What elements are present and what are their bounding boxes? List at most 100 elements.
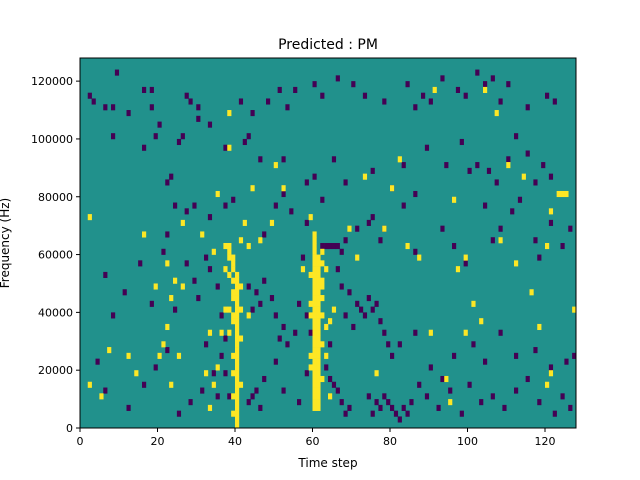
heatmap-cell-low [463, 92, 468, 99]
heatmap-cell-high [231, 370, 236, 377]
heatmap-cell-low [382, 393, 387, 400]
heatmap-cell-high [506, 162, 511, 169]
heatmap-cell-low [483, 202, 488, 209]
heatmap-cell-high [235, 410, 240, 417]
heatmap-cell-low [223, 370, 228, 377]
heatmap-cell-low [386, 341, 391, 348]
heatmap-cell-low [246, 283, 251, 290]
heatmap-cell-low [428, 364, 433, 371]
x-axis-label: Time step [297, 456, 357, 470]
heatmap-cell-low [149, 300, 154, 307]
heatmap-cell-high [235, 358, 240, 365]
y-tick-label: 120000 [31, 75, 73, 88]
heatmap-cell-high [312, 341, 317, 348]
heatmap-cell-high [235, 271, 240, 278]
heatmap-cell-low [405, 410, 410, 417]
heatmap-cell-high [227, 254, 232, 261]
heatmap-cell-high [455, 266, 461, 273]
heatmap-cell-low [149, 104, 154, 111]
heatmap-cell-low [262, 277, 267, 284]
heatmap-cell-high [223, 306, 228, 313]
heatmap-cell-low [560, 393, 565, 400]
heatmap-cell-low [250, 110, 255, 117]
heatmap-cell-high [312, 335, 317, 342]
heatmap-cell-high [176, 352, 182, 359]
x-tick-label: 0 [77, 435, 84, 448]
heatmap-cell-high [207, 404, 213, 411]
heatmap-cell-low [459, 410, 464, 417]
heatmap-cell-low [176, 410, 182, 417]
heatmap-cell-high [235, 329, 240, 336]
heatmap-cell-low [467, 381, 472, 388]
heatmap-cell-high [320, 341, 325, 348]
heatmap-cell-high [235, 300, 240, 307]
heatmap-cell-high [312, 277, 317, 284]
heatmap-cell-low [452, 352, 457, 359]
heatmap-cell-low [126, 110, 131, 117]
heatmap-cell-low [494, 179, 499, 186]
heatmap-cell-high [312, 358, 317, 365]
heatmap-cell-high [235, 341, 240, 348]
heatmap-cell-high [308, 214, 313, 221]
heatmap-cell-high [312, 300, 317, 307]
heatmap-cell-low [568, 404, 573, 411]
heatmap-cell-low [173, 202, 178, 209]
heatmap-cell-low [157, 121, 162, 128]
heatmap-cell-low [514, 133, 519, 140]
heatmap-cell-low [312, 81, 317, 88]
heatmap-cell-low [328, 375, 333, 383]
heatmap-cell-low [111, 312, 116, 319]
heatmap-cell-low [378, 318, 383, 325]
heatmap-cell-high [180, 219, 185, 226]
heatmap-cell-high [231, 410, 236, 417]
heatmap-cell-high [235, 370, 240, 377]
heatmap-cell-high [235, 364, 240, 371]
heatmap-cell-low [440, 375, 445, 383]
heatmap-cell-low [207, 266, 213, 273]
x-tick-label: 40 [228, 435, 242, 448]
heatmap-cell-high [165, 260, 170, 267]
heatmap-cell-low [475, 162, 480, 169]
heatmap-cell-low [231, 196, 236, 203]
heatmap-cell-high [316, 323, 321, 331]
heatmap-cell-low [176, 138, 182, 146]
heatmap-cell-low [525, 375, 530, 383]
heatmap-cell-high [444, 375, 449, 383]
heatmap-cell-low [390, 352, 395, 359]
heatmap-cell-high [312, 393, 317, 400]
heatmap-cell-low [347, 289, 352, 296]
heatmap-cell-low [250, 306, 255, 313]
heatmap-cell-low [173, 306, 178, 313]
heatmap-cell-high [235, 306, 240, 313]
heatmap-cell-low [362, 312, 368, 319]
heatmap-cell-high [169, 295, 174, 302]
heatmap-cell-low [103, 104, 108, 111]
heatmap-cell-low [192, 202, 197, 209]
heatmap-cell-high [572, 306, 577, 313]
heatmap-cell-low [188, 98, 193, 105]
heatmap-cell-high [231, 254, 236, 261]
heatmap-cell-high [312, 352, 317, 359]
heatmap-cell-high [328, 318, 333, 325]
heatmap-cell-low [339, 248, 344, 255]
heatmap-cell-low [149, 86, 154, 93]
heatmap-cell-high [316, 318, 321, 325]
heatmap-cell-high [529, 289, 534, 296]
heatmap-cell-low [572, 352, 577, 359]
heatmap-cell-low [188, 399, 193, 406]
y-tick-label: 60000 [38, 249, 73, 262]
heatmap-cell-high [238, 335, 244, 342]
heatmap-cell-high [316, 306, 321, 313]
heatmap-cell-high [169, 381, 174, 388]
heatmap-cell-high [312, 399, 317, 406]
heatmap-cell-low [165, 347, 170, 354]
heatmap-cell-high [545, 381, 550, 388]
heatmap-cell-low [483, 81, 488, 88]
heatmap-cell-low [277, 86, 282, 93]
heatmap-cell-high [281, 185, 286, 192]
heatmap-cell-high [316, 254, 321, 261]
heatmap-cell-low [413, 104, 418, 111]
heatmap-cells [87, 69, 577, 429]
heatmap-cell-high [211, 248, 216, 255]
heatmap-cell-high [316, 312, 321, 319]
